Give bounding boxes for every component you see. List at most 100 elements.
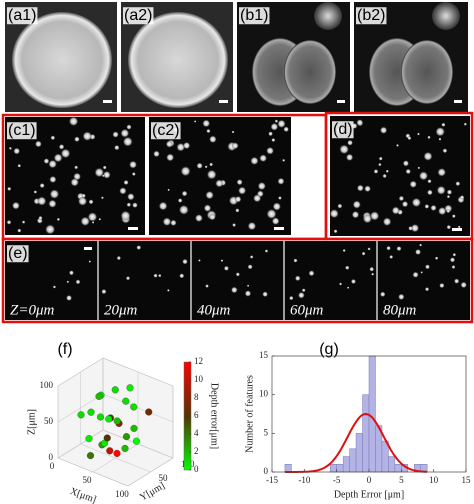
spot <box>60 148 71 159</box>
spot <box>282 158 286 162</box>
spot <box>158 201 168 211</box>
spot <box>193 120 197 123</box>
spot <box>37 196 47 206</box>
spot <box>350 278 357 285</box>
label-background <box>356 7 387 25</box>
spot <box>165 140 173 148</box>
spot <box>266 146 275 155</box>
spot <box>202 119 211 128</box>
spot <box>179 273 185 279</box>
spot <box>177 198 183 203</box>
spot <box>451 265 456 270</box>
spot <box>378 156 383 161</box>
scale-bar <box>219 100 228 103</box>
colorbar-tick-label: 12 <box>194 356 203 366</box>
spot <box>459 195 465 200</box>
spot <box>131 172 136 176</box>
point <box>86 452 95 460</box>
spot <box>209 162 214 167</box>
spot <box>451 214 456 219</box>
spot <box>259 154 268 163</box>
spot <box>127 192 135 201</box>
spot <box>424 287 430 292</box>
spot <box>417 132 420 136</box>
spot <box>436 185 446 195</box>
spot <box>231 130 235 134</box>
spot <box>126 124 132 130</box>
spot <box>7 186 12 191</box>
spot <box>58 144 65 150</box>
spot <box>401 200 409 208</box>
x-axis-label: X[μm] <box>68 486 97 504</box>
spot <box>75 279 81 285</box>
spot <box>460 281 467 289</box>
spot <box>402 160 410 167</box>
scale-bar <box>128 227 138 230</box>
spot <box>68 270 75 276</box>
z-axis-label: Z[μm] <box>26 409 37 435</box>
spot <box>345 265 350 270</box>
cell <box>284 40 336 104</box>
scale-bar <box>84 247 92 250</box>
spot <box>435 126 446 137</box>
spot <box>272 202 282 211</box>
spot <box>48 159 58 169</box>
spot <box>102 165 107 170</box>
depth-label: 80μm <box>383 302 417 318</box>
panel-label: (a2) <box>124 7 152 24</box>
spot <box>125 276 131 281</box>
spots <box>6 116 467 302</box>
spot <box>238 186 247 195</box>
label-background <box>239 7 270 25</box>
spot <box>424 264 430 270</box>
y-tick-label: 0 <box>264 466 269 476</box>
x-tick-label: -5 <box>333 475 341 485</box>
spot <box>120 210 131 221</box>
spot <box>43 158 50 164</box>
spot <box>114 144 120 151</box>
spot <box>119 187 127 195</box>
spot <box>17 163 22 168</box>
y-tick-label: 15 <box>259 350 269 360</box>
point <box>122 397 130 405</box>
panel-label: (b2) <box>357 7 385 24</box>
x-tick-label: 5 <box>399 475 404 485</box>
bar <box>368 355 376 473</box>
panel-label: (c1) <box>8 122 36 139</box>
spot <box>446 194 451 199</box>
spot <box>88 260 92 263</box>
spot <box>68 116 79 127</box>
spot <box>249 255 254 259</box>
spot <box>65 294 73 302</box>
spot <box>356 119 364 127</box>
bar <box>362 394 370 473</box>
spot <box>166 288 170 292</box>
spot <box>361 251 366 256</box>
spot <box>438 137 442 141</box>
spot <box>297 291 305 299</box>
point <box>103 434 111 442</box>
spot <box>158 273 162 278</box>
colorbar-tick-label: 2 <box>194 446 199 456</box>
spot <box>339 282 343 286</box>
spot <box>116 255 122 261</box>
spot <box>53 153 63 163</box>
spot <box>87 212 98 222</box>
spot <box>112 131 119 138</box>
point <box>145 408 153 416</box>
fit-curve <box>284 412 428 473</box>
bar <box>394 464 402 473</box>
spot <box>268 131 273 137</box>
spot <box>209 135 217 144</box>
spot <box>409 180 417 188</box>
spot <box>379 291 386 298</box>
point <box>122 433 131 441</box>
panel-label: (a1) <box>8 7 36 24</box>
x-tick-label: 0 <box>50 461 55 471</box>
y-tick-label: 50 <box>159 473 169 483</box>
spot <box>132 202 138 209</box>
spot <box>257 181 266 191</box>
cell <box>128 12 228 108</box>
x-axis-label: Depth Error [μm] <box>334 489 404 500</box>
spot <box>415 248 422 256</box>
